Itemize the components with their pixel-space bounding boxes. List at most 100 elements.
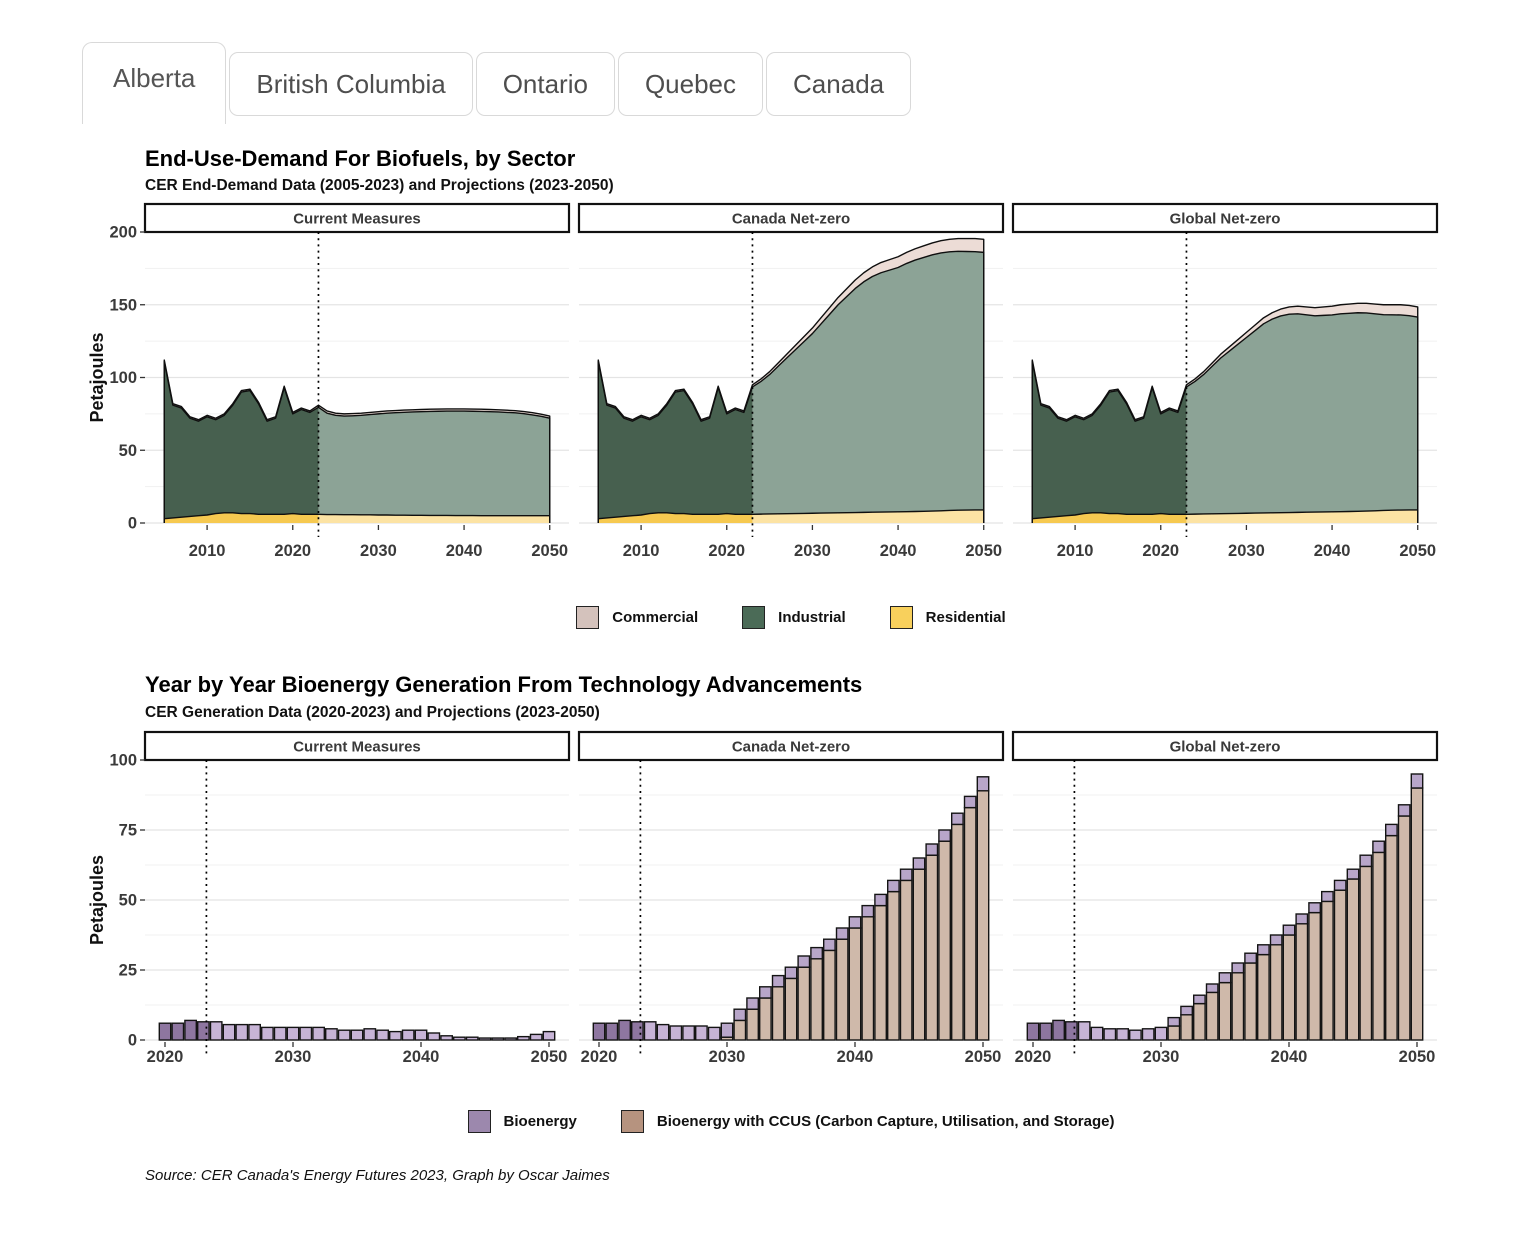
bar-bioenergy-2024 (643, 1021, 657, 1041)
y-tick-label: 50 (119, 892, 137, 910)
tab-alberta[interactable]: Alberta (82, 42, 227, 124)
x-tick-label: 2030 (360, 542, 397, 560)
bar-bioenergy-2031 (1167, 1016, 1181, 1027)
bar-bioenergy-2043 (1320, 890, 1334, 903)
bar-ccus-2049 (1397, 815, 1411, 1041)
bar-bioenergy-2036 (1231, 962, 1245, 974)
legend-item-bioenergy: Bioenergy (467, 1110, 577, 1133)
bar-bioenergy-2035 (784, 966, 798, 980)
tab-label: Ontario (502, 69, 588, 99)
bar-bioenergy-2022 (1052, 1019, 1066, 1041)
bar-bioenergy-2020 (1026, 1022, 1040, 1041)
bar-bioenergy-2025 (1090, 1026, 1104, 1041)
bar-ccus-2035 (784, 977, 798, 1041)
bar-ccus-2048 (951, 823, 964, 1041)
bar-bioenergy-2047 (504, 1037, 517, 1041)
bar-bioenergy-2028 (1128, 1029, 1142, 1041)
legend-label: Residential (925, 609, 1006, 626)
legend-swatch (576, 606, 600, 629)
bar-bioenergy-2049 (963, 795, 977, 809)
bar-ccus-2036 (1231, 972, 1245, 1041)
bar-bioenergy-2020 (592, 1022, 606, 1041)
x-tick-label: 2040 (1314, 542, 1351, 560)
bar-bioenergy-2023 (631, 1021, 644, 1041)
panel-current-measures-generation: Current Measures (143, 730, 571, 1041)
x-tick-label: 2050 (1399, 1048, 1436, 1066)
legend-item-commercial: Commercial (576, 606, 698, 629)
bar-bioenergy-2046 (925, 843, 939, 856)
bar-bioenergy-2050 (542, 1030, 556, 1041)
bar-ccus-2048 (1384, 834, 1398, 1041)
bar-bioenergy-2043 (453, 1036, 466, 1041)
legend-item-residential: Residential (889, 606, 1006, 629)
bar-ccus-2034 (1205, 991, 1219, 1041)
bar-ccus-2046 (1359, 865, 1373, 1041)
tab-quebec[interactable]: Quebec (617, 52, 764, 116)
bar-bioenergy-2050 (1410, 773, 1424, 789)
x-tick-label: 2050 (965, 542, 1002, 560)
demand-chart-title: End-Use-Demand For Biofuels, by Sector (145, 146, 576, 171)
bar-ccus-2047 (1372, 851, 1386, 1041)
bar-bioenergy-2021 (605, 1022, 619, 1041)
bar-bioenergy-2050 (976, 776, 990, 792)
bar-ccus-2042 (874, 904, 888, 1041)
bar-ccus-2045 (1346, 878, 1360, 1041)
bar-ccus-2034 (771, 986, 785, 1041)
bar-series-current-measures: 2020 2030 2040 2050 (147, 760, 567, 1066)
bar-bioenergy-2023 (1064, 1021, 1078, 1041)
bar-bioenergy-2027 (682, 1025, 696, 1041)
tab-british-columbia[interactable]: British Columbia (229, 52, 473, 116)
panel-header-label: Global Net-zero (1170, 211, 1281, 228)
y-tick-label: 0 (128, 1032, 137, 1050)
bar-bioenergy-2042 (440, 1035, 453, 1041)
bar-bioenergy-2042 (1308, 902, 1322, 914)
bar-bioenergy-2038 (1256, 944, 1270, 956)
y-tick-label: 150 (109, 296, 137, 314)
bar-bioenergy-2035 (1218, 972, 1232, 984)
bar-ccus-2038 (823, 949, 836, 1041)
bar-ccus-2046 (925, 854, 939, 1041)
bar-bioenergy-2040 (1282, 924, 1296, 936)
bar-bioenergy-2020 (158, 1022, 172, 1041)
bar-bioenergy-2028 (695, 1025, 708, 1041)
bar-bioenergy-2035 (350, 1029, 364, 1041)
area-series-current-measures: 2010 2020 2030 2040 2050 (163, 232, 568, 560)
bar-bioenergy-2030 (286, 1026, 300, 1041)
bar-bioenergy-2038 (823, 938, 836, 952)
panel-header (143, 730, 571, 762)
x-tick-label: 2020 (147, 1048, 184, 1066)
tab-label: Canada (793, 69, 885, 99)
bar-ccus-2045 (912, 868, 926, 1041)
bar-ccus-2044 (899, 879, 913, 1041)
bar-bioenergy-2045 (1346, 868, 1360, 880)
x-tick-label: 2050 (965, 1048, 1002, 1066)
bar-bioenergy-2030 (1154, 1026, 1168, 1041)
tab-canada[interactable]: Canada (766, 52, 912, 116)
bar-ccus-2047 (938, 840, 952, 1041)
panel-header-label: Current Measures (293, 739, 421, 756)
bar-bioenergy-2040 (848, 916, 862, 929)
bar-bioenergy-2028 (261, 1026, 274, 1041)
bar-bioenergy-2032 (746, 997, 760, 1010)
x-tick-label: 2030 (1228, 542, 1265, 560)
legend-swatch (889, 606, 913, 629)
bar-bioenergy-2021 (1039, 1022, 1053, 1041)
legend-swatch (467, 1110, 491, 1133)
bar-bioenergy-2034 (1205, 983, 1219, 994)
bar-bioenergy-2036 (363, 1028, 377, 1041)
x-tick-label: 2010 (1057, 542, 1094, 560)
bar-ccus-2050 (1410, 787, 1424, 1041)
bar-ccus-2035 (1218, 981, 1232, 1041)
x-tick-label: 2050 (531, 542, 568, 560)
y-tick-label: 75 (119, 822, 137, 840)
x-tick-label: 2040 (1271, 1048, 1308, 1066)
tab-ontario[interactable]: Ontario (475, 52, 615, 116)
bar-ccus-2037 (1244, 962, 1258, 1041)
bar-bioenergy-2022 (618, 1019, 632, 1041)
bar-ccus-2040 (848, 927, 862, 1041)
tab-label: Quebec (644, 69, 737, 99)
demand-chart-legend: Commercial Industrial Residential (145, 606, 1437, 629)
bar-bioenergy-2037 (1244, 952, 1258, 964)
x-tick-label: 2020 (1015, 1048, 1052, 1066)
